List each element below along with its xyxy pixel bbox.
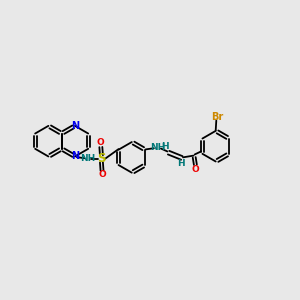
Text: N: N xyxy=(71,152,79,161)
Text: H: H xyxy=(161,142,168,151)
Text: O: O xyxy=(191,165,199,174)
Text: N: N xyxy=(71,121,79,131)
Text: H: H xyxy=(177,159,185,168)
Text: NH: NH xyxy=(80,154,95,163)
Text: Br: Br xyxy=(211,112,223,122)
Text: O: O xyxy=(97,138,105,147)
Text: O: O xyxy=(98,170,106,179)
Text: S: S xyxy=(97,152,106,165)
Text: NH: NH xyxy=(150,143,165,152)
